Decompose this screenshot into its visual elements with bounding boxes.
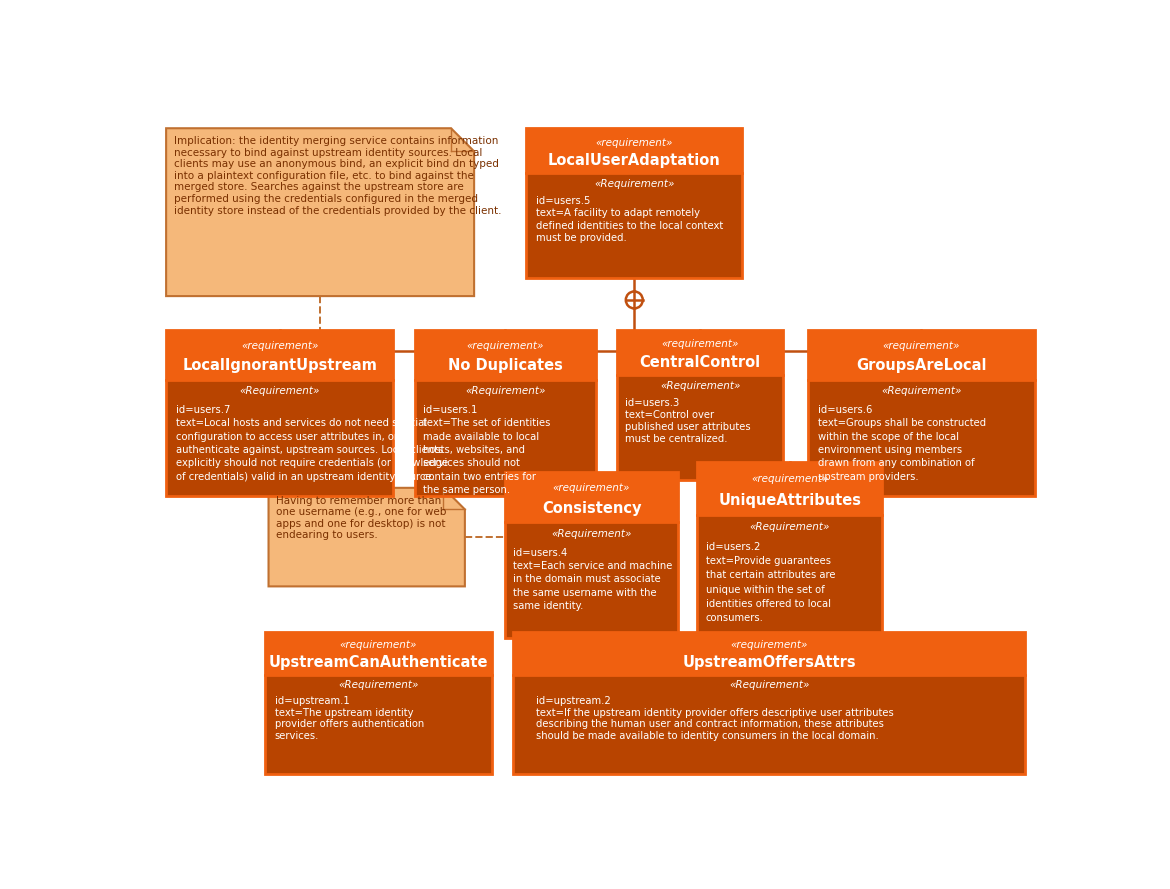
Text: «requirement»: «requirement»	[731, 640, 808, 651]
Text: id=users.7: id=users.7	[177, 405, 230, 415]
Text: id=users.4: id=users.4	[512, 548, 567, 557]
Text: services.: services.	[275, 731, 319, 741]
Text: LocalIgnorantUpstream: LocalIgnorantUpstream	[183, 358, 377, 373]
FancyBboxPatch shape	[505, 522, 679, 638]
Text: configuration to access user attributes in, or: configuration to access user attributes …	[177, 432, 398, 442]
Text: Having to remember more than
one username (e.g., one for web
apps and one for de: Having to remember more than one usernam…	[276, 495, 447, 541]
Text: the same person.: the same person.	[424, 485, 510, 495]
FancyBboxPatch shape	[697, 515, 882, 638]
FancyBboxPatch shape	[526, 173, 742, 278]
Text: text=Local hosts and services do not need special: text=Local hosts and services do not nee…	[177, 419, 427, 428]
Text: «requirement»: «requirement»	[241, 340, 318, 351]
Text: UpstreamOffersAttrs: UpstreamOffersAttrs	[682, 655, 856, 670]
Text: «Requirement»: «Requirement»	[594, 179, 674, 188]
Text: explicitly should not require credentials (or knowledge: explicitly should not require credential…	[177, 459, 448, 469]
Text: drawn from any combination of: drawn from any combination of	[818, 459, 975, 469]
Text: id=upstream.1: id=upstream.1	[275, 696, 350, 707]
Text: text=Control over: text=Control over	[625, 410, 714, 420]
Text: within the scope of the local: within the scope of the local	[818, 432, 958, 442]
Text: «requirement»: «requirement»	[596, 138, 673, 148]
Text: «Requirement»: «Requirement»	[551, 529, 632, 539]
Text: «Requirement»: «Requirement»	[881, 386, 962, 396]
Text: id=users.6: id=users.6	[818, 405, 872, 415]
Text: No Duplicates: No Duplicates	[448, 358, 563, 373]
FancyBboxPatch shape	[166, 330, 393, 380]
Text: «requirement»: «requirement»	[751, 474, 828, 485]
Text: in the domain must associate: in the domain must associate	[512, 574, 660, 584]
Text: authenticate against, upstream sources. Local clients: authenticate against, upstream sources. …	[177, 445, 443, 455]
FancyBboxPatch shape	[618, 330, 783, 375]
Text: UpstreamCanAuthenticate: UpstreamCanAuthenticate	[268, 655, 488, 670]
Text: identities offered to local: identities offered to local	[706, 598, 831, 609]
Text: UniqueAttributes: UniqueAttributes	[718, 493, 861, 508]
Text: defined identities to the local context: defined identities to the local context	[536, 220, 723, 230]
Text: published user attributes: published user attributes	[625, 422, 750, 432]
Text: must be centralized.: must be centralized.	[625, 435, 728, 444]
Text: id=users.1: id=users.1	[424, 405, 477, 415]
Text: id=upstream.2: id=upstream.2	[536, 696, 611, 707]
Text: id=users.3: id=users.3	[625, 398, 679, 408]
FancyBboxPatch shape	[415, 380, 596, 495]
Text: text=Groups shall be constructed: text=Groups shall be constructed	[818, 419, 986, 428]
Text: «Requirement»: «Requirement»	[240, 386, 319, 396]
Text: Consistency: Consistency	[542, 501, 641, 516]
Text: made available to local: made available to local	[424, 432, 539, 442]
Text: environment using members: environment using members	[818, 445, 962, 455]
Text: «Requirement»: «Requirement»	[660, 380, 741, 390]
Text: describing the human user and contract information, these attributes: describing the human user and contract i…	[536, 719, 885, 730]
FancyBboxPatch shape	[526, 128, 742, 173]
FancyBboxPatch shape	[807, 330, 1034, 380]
Text: contain two entries for: contain two entries for	[424, 472, 536, 482]
Text: services should not: services should not	[424, 459, 519, 469]
Text: provider offers authentication: provider offers authentication	[275, 719, 425, 730]
FancyBboxPatch shape	[618, 375, 783, 480]
Text: of credentials) valid in an upstream identity source.: of credentials) valid in an upstream ide…	[177, 472, 435, 482]
Text: GroupsAreLocal: GroupsAreLocal	[855, 358, 986, 373]
FancyBboxPatch shape	[415, 330, 596, 380]
FancyBboxPatch shape	[264, 675, 491, 774]
Polygon shape	[269, 488, 464, 587]
Text: text=A facility to adapt remotely: text=A facility to adapt remotely	[536, 209, 700, 219]
Text: should be made available to identity consumers in the local domain.: should be made available to identity con…	[536, 731, 879, 741]
Text: must be provided.: must be provided.	[536, 233, 627, 243]
Text: text=Each service and machine: text=Each service and machine	[512, 561, 672, 571]
Text: «requirement»: «requirement»	[882, 340, 959, 351]
FancyBboxPatch shape	[514, 632, 1025, 675]
FancyBboxPatch shape	[264, 632, 491, 675]
Text: «Requirement»: «Requirement»	[466, 386, 545, 396]
Text: Implication: the identity merging service contains information
necessary to bind: Implication: the identity merging servic…	[174, 136, 501, 215]
Text: «Requirement»: «Requirement»	[729, 679, 810, 690]
Polygon shape	[166, 128, 474, 296]
Text: text=The upstream identity: text=The upstream identity	[275, 708, 413, 718]
Text: LocalUserAdaptation: LocalUserAdaptation	[548, 153, 721, 168]
Text: that certain attributes are: that certain attributes are	[706, 571, 835, 581]
Text: «Requirement»: «Requirement»	[338, 679, 419, 690]
FancyBboxPatch shape	[697, 462, 882, 515]
FancyBboxPatch shape	[514, 675, 1025, 774]
FancyBboxPatch shape	[166, 380, 393, 495]
Text: «requirement»: «requirement»	[339, 640, 417, 651]
Text: id=users.2: id=users.2	[706, 542, 760, 552]
Text: hosts, websites, and: hosts, websites, and	[424, 445, 525, 455]
Text: unique within the set of: unique within the set of	[706, 585, 825, 595]
Text: text=The set of identities: text=The set of identities	[424, 419, 550, 428]
Text: text=If the upstream identity provider offers descriptive user attributes: text=If the upstream identity provider o…	[536, 708, 894, 718]
Text: «requirement»: «requirement»	[661, 340, 738, 349]
FancyBboxPatch shape	[505, 472, 679, 522]
Text: same identity.: same identity.	[512, 601, 583, 611]
Text: «requirement»: «requirement»	[553, 484, 631, 493]
Text: upstream providers.: upstream providers.	[818, 472, 918, 482]
Text: «requirement»: «requirement»	[467, 340, 544, 351]
Text: CentralControl: CentralControl	[640, 355, 760, 370]
Text: text=Provide guarantees: text=Provide guarantees	[706, 557, 831, 566]
Text: id=users.5: id=users.5	[536, 196, 591, 206]
Text: consumers.: consumers.	[706, 613, 764, 623]
Text: the same username with the: the same username with the	[512, 588, 656, 597]
FancyBboxPatch shape	[807, 380, 1034, 495]
Text: «Requirement»: «Requirement»	[750, 523, 830, 533]
